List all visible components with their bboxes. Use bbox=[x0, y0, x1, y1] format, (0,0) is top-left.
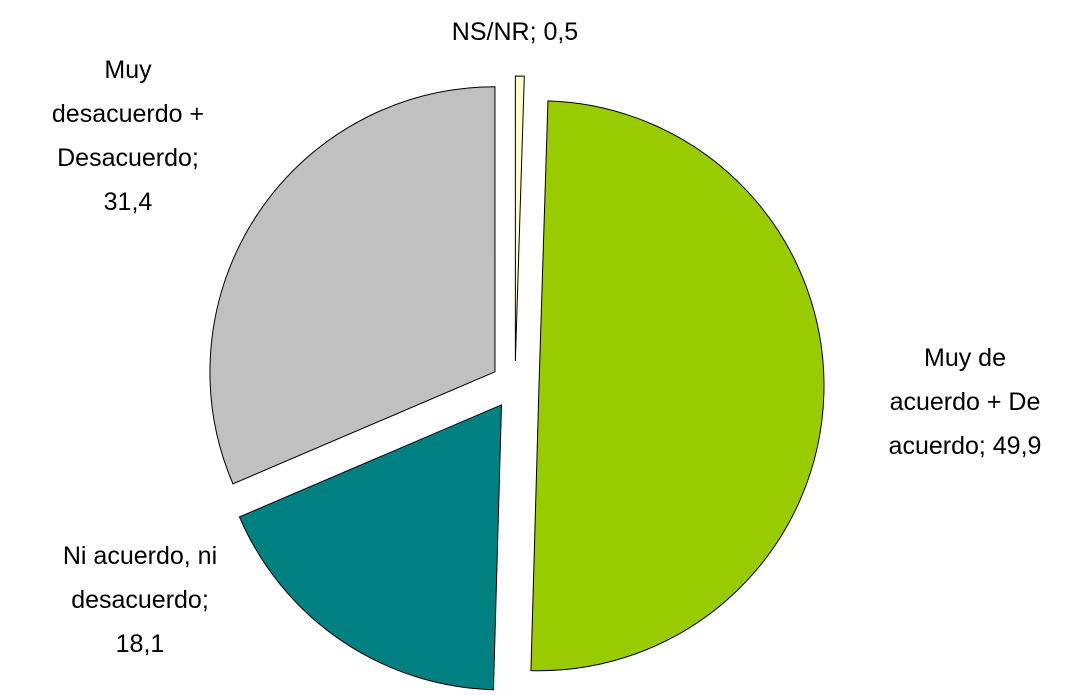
pie-slice bbox=[530, 100, 825, 672]
pie-slice bbox=[238, 404, 503, 691]
data-label: Muy desacuerdo + Desacuerdo; 31,4 bbox=[51, 56, 205, 216]
data-label: NS/NR; 0,5 bbox=[451, 18, 579, 46]
data-label: Muy de acuerdo + De acuerdo; 49,9 bbox=[888, 344, 1042, 460]
data-label: Ni acuerdo, ni desacuerdo; 18,1 bbox=[62, 542, 218, 658]
pie-slice bbox=[514, 75, 525, 362]
pie-slice bbox=[209, 86, 496, 485]
